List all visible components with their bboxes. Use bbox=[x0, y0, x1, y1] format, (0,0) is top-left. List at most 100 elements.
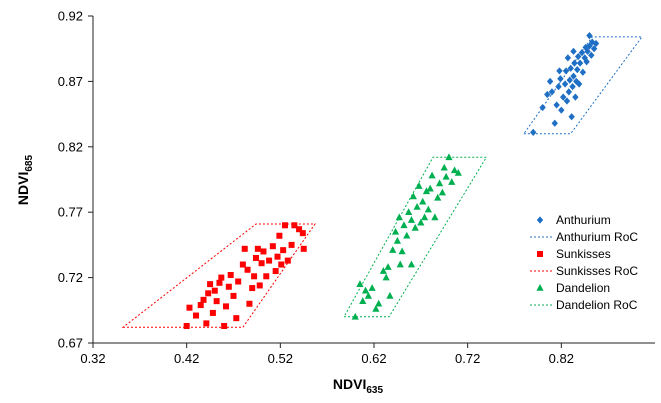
sunkisses-point bbox=[218, 274, 225, 281]
legend-label: Sunkisses bbox=[556, 247, 611, 261]
dandelion-point bbox=[434, 193, 442, 201]
anthurium-point bbox=[574, 52, 582, 61]
y-tick-label: 0.87 bbox=[58, 74, 83, 89]
x-tick-label: 0.52 bbox=[268, 351, 293, 366]
dandelion-legend-marker bbox=[536, 284, 544, 291]
sunkisses-point bbox=[263, 273, 270, 280]
legend-label: Sunkisses RoC bbox=[556, 264, 638, 278]
dandelion-point bbox=[407, 216, 416, 223]
sunkisses-point bbox=[300, 245, 307, 252]
dandelion-point bbox=[419, 197, 427, 205]
x-axis-ticks: 0.32 0.42 0.52 0.62 0.72 0.82 bbox=[80, 343, 574, 366]
sunkisses-point bbox=[183, 322, 190, 329]
dandelion-point bbox=[395, 213, 403, 221]
sunkisses-point bbox=[266, 257, 273, 264]
dandelion-point bbox=[409, 192, 417, 200]
dandelion-point bbox=[375, 299, 383, 307]
sunkisses-point bbox=[274, 253, 281, 260]
x-tick-label: 0.42 bbox=[174, 351, 199, 366]
x-axis-title-sub: 635 bbox=[366, 385, 383, 396]
sunkisses-point bbox=[205, 290, 212, 297]
anthurium-point bbox=[556, 67, 563, 75]
sunkisses-point bbox=[235, 278, 242, 285]
sunkisses-legend-marker bbox=[537, 251, 543, 257]
dandelion-point bbox=[403, 231, 411, 239]
data-points bbox=[183, 32, 600, 329]
anthurium-point bbox=[575, 80, 583, 88]
x-axis-title: NDVI635 bbox=[333, 376, 384, 396]
sunkisses-point bbox=[291, 222, 298, 229]
sunkisses-point bbox=[200, 296, 207, 303]
sunkisses-point bbox=[256, 282, 263, 289]
sunkisses-point bbox=[209, 309, 216, 316]
dandelion-point bbox=[411, 223, 419, 231]
dandelion-point bbox=[407, 260, 416, 268]
sunkisses-point bbox=[282, 222, 289, 229]
sunkisses-point bbox=[213, 298, 220, 305]
dandelion-point bbox=[393, 236, 402, 244]
dandelion-point bbox=[368, 284, 376, 291]
dandelion-point bbox=[415, 182, 423, 189]
sunkisses-point bbox=[260, 248, 267, 255]
anthurium-point bbox=[558, 106, 565, 114]
dandelion-point bbox=[428, 171, 436, 179]
legend-label: Anthurium RoC bbox=[556, 230, 638, 244]
sunkisses-point bbox=[269, 243, 276, 250]
anthurium-point bbox=[555, 83, 562, 91]
anthurium-point bbox=[578, 49, 586, 57]
dandelion-point bbox=[400, 221, 408, 229]
sunkisses-point bbox=[203, 320, 210, 327]
y-axis-ticks: 0.67 0.72 0.77 0.82 0.87 0.92 bbox=[58, 9, 93, 351]
anthurium-point bbox=[530, 128, 537, 137]
dandelion-point bbox=[382, 273, 390, 281]
legend-label: Dandelion RoC bbox=[556, 298, 638, 312]
x-tick-label: 0.72 bbox=[455, 351, 480, 366]
sunkisses-point bbox=[216, 279, 223, 286]
sunkisses-point bbox=[186, 304, 193, 311]
anthurium-point bbox=[572, 93, 579, 101]
y-tick-label: 0.82 bbox=[58, 139, 83, 154]
dandelion-point bbox=[454, 168, 462, 176]
dandelion-point bbox=[440, 163, 448, 171]
y-tick-label: 0.92 bbox=[58, 9, 83, 24]
anthurium-point bbox=[562, 67, 570, 75]
sunkisses-point bbox=[211, 287, 218, 294]
sunkisses-point bbox=[272, 268, 279, 275]
anthurium-point bbox=[567, 64, 574, 72]
dandelion-point bbox=[445, 153, 453, 161]
sunkisses-point bbox=[249, 285, 256, 292]
x-tick-label: 0.32 bbox=[80, 351, 105, 366]
anthurium-point bbox=[579, 68, 587, 76]
sunkisses-point bbox=[254, 245, 261, 252]
dandelion-point bbox=[379, 267, 387, 274]
sunkisses-point bbox=[227, 271, 234, 278]
legend: Anthurium Anthurium RoC Sunkisses Sunkisses… bbox=[530, 213, 638, 312]
y-tick-label: 0.67 bbox=[58, 336, 83, 351]
dandelion-point bbox=[391, 227, 400, 235]
anthurium-point bbox=[539, 103, 546, 112]
dandelion-point bbox=[372, 304, 380, 312]
sunkisses-point bbox=[244, 266, 251, 273]
sunkisses-point bbox=[299, 230, 306, 237]
anthurium-point bbox=[571, 59, 578, 67]
dandelion-point bbox=[364, 291, 372, 299]
sunkisses-point bbox=[223, 303, 230, 310]
anthurium-point bbox=[560, 93, 567, 101]
sunkisses-point bbox=[230, 292, 237, 299]
dandelion-point bbox=[422, 187, 431, 195]
y-axis-title-main: NDVI bbox=[15, 172, 31, 205]
anthurium-point bbox=[574, 66, 581, 74]
anthurium-point bbox=[573, 77, 580, 85]
sunkisses-point bbox=[288, 241, 295, 248]
y-axis-title-sub: 685 bbox=[24, 154, 35, 171]
sunkisses-point bbox=[284, 257, 291, 264]
sunkisses-point bbox=[221, 322, 228, 329]
dandelion-point bbox=[356, 280, 364, 287]
sunkisses-point bbox=[225, 283, 232, 290]
dandelion-point bbox=[351, 312, 359, 320]
sunkisses-point bbox=[278, 261, 285, 268]
anthurium-point bbox=[583, 58, 590, 66]
x-tick-label: 0.62 bbox=[361, 351, 386, 366]
dandelion-point bbox=[386, 291, 394, 299]
